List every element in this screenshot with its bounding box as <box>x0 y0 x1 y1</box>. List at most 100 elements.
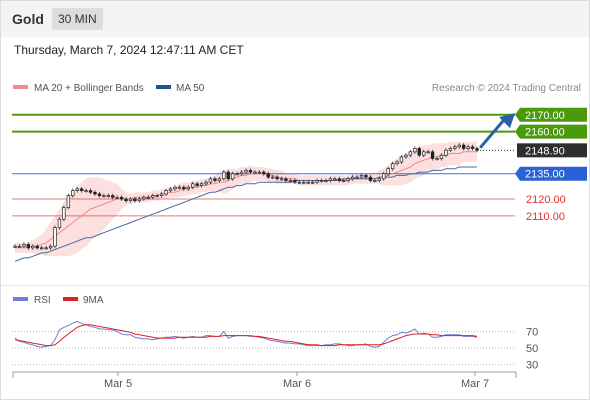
candle-body <box>448 148 453 151</box>
candle-body <box>439 154 444 159</box>
timestamp: Thursday, March 7, 2024 12:47:11 AM CET <box>14 43 244 57</box>
candle-body <box>373 180 377 182</box>
candle-body <box>293 180 297 183</box>
x-axis: Mar 5 Mar 6 Mar 7 <box>12 371 517 390</box>
candle-body <box>248 170 253 173</box>
candle-body <box>364 175 368 178</box>
candle-body <box>168 188 173 191</box>
candle-body <box>275 176 279 180</box>
candle-body <box>466 146 470 149</box>
candle-body <box>461 144 466 149</box>
header-bar: Gold 30 MIN <box>1 1 589 37</box>
candle-body <box>39 247 44 250</box>
candle-body <box>191 183 195 188</box>
candle-body <box>88 190 93 193</box>
candle-body <box>204 181 208 185</box>
candle-body <box>333 178 337 181</box>
candle-body <box>359 175 364 178</box>
candle-body <box>31 245 35 249</box>
candle-body <box>257 171 262 174</box>
candle-body <box>422 151 426 156</box>
candle-body <box>66 195 71 208</box>
candle-body <box>382 173 386 180</box>
ma50-line <box>14 166 477 262</box>
legend-swatch-9ma <box>63 297 78 301</box>
candle-body <box>48 245 53 249</box>
level-tag-2170-00 <box>515 107 587 122</box>
candle-body <box>102 195 106 197</box>
candle-body <box>350 176 355 180</box>
candle-body <box>226 171 230 180</box>
x-tick-label-1: Mar 6 <box>283 378 311 390</box>
timeframe-badge[interactable]: 30 MIN <box>52 8 103 30</box>
candle-body <box>111 195 115 198</box>
candle-body <box>444 149 448 156</box>
candle-body <box>137 198 142 202</box>
candle-body <box>404 154 408 158</box>
candle-body <box>239 171 244 175</box>
candle-body <box>142 196 146 200</box>
candle-body <box>164 190 168 195</box>
candle-body <box>75 188 79 191</box>
candle-body <box>288 180 293 182</box>
level-label-2160-00: 2160.00 <box>525 127 565 139</box>
price-chart: MA 20 + Bollinger Bands MA 50 Research ©… <box>12 83 587 262</box>
rsi-tick-50: 50 <box>526 343 538 355</box>
candle-body <box>195 183 199 186</box>
candle-body <box>328 178 333 181</box>
moving-average-layer <box>14 151 477 262</box>
candle-body <box>97 193 102 196</box>
legend-label-ma20: MA 20 + Bollinger Bands <box>34 83 144 94</box>
candle-body <box>133 198 137 202</box>
candle-body <box>124 198 128 202</box>
candle-body <box>244 170 248 173</box>
candle-body <box>146 196 150 199</box>
candle-body <box>368 176 373 181</box>
candle-body <box>284 178 288 181</box>
candle-body <box>324 180 328 182</box>
candle-body <box>475 148 479 151</box>
candle-body <box>17 245 22 248</box>
target-arrow-layer <box>479 113 515 149</box>
candle-body <box>79 188 84 191</box>
candle-body <box>26 244 31 249</box>
candle-body <box>93 191 97 195</box>
candle-body <box>426 151 430 154</box>
rsi-grid-layer: 70 50 30 <box>12 326 538 372</box>
candle-body <box>297 181 302 184</box>
legend-swatch-ma50 <box>156 85 171 89</box>
candle-body <box>186 186 190 190</box>
candle-body <box>230 173 235 180</box>
candle-body <box>279 178 284 181</box>
price-tags-layer: 2170.00 2160.00 2135.00 2120.00 2110.00 2148.… <box>515 107 587 223</box>
candle-body <box>270 176 275 179</box>
target-arrow-head <box>499 113 515 129</box>
x-tick-label-2: Mar 7 <box>461 378 489 390</box>
candle-body <box>217 178 222 181</box>
candle-body <box>302 181 306 184</box>
candle-body <box>177 186 182 189</box>
candles-layer <box>13 143 479 250</box>
9ma-line <box>14 324 478 347</box>
symbol-title: Gold <box>12 11 44 27</box>
candle-body <box>395 161 399 164</box>
candle-body <box>84 190 88 192</box>
candle-body <box>128 198 133 202</box>
candle-body <box>453 146 457 149</box>
legend-label-ma50: MA 50 <box>176 83 205 94</box>
candle-body <box>386 168 390 175</box>
candle-body <box>342 180 346 182</box>
candle-body <box>355 176 359 179</box>
candle-body <box>457 144 461 148</box>
candle-body <box>199 183 204 186</box>
candle-body <box>310 181 315 184</box>
candle-body <box>399 156 404 163</box>
panel-divider <box>1 285 589 286</box>
legend-swatch-ma20 <box>13 85 28 89</box>
candle-body <box>13 245 17 248</box>
candle-body <box>22 244 26 247</box>
candle-body <box>151 195 155 198</box>
candle-body <box>213 178 217 181</box>
legend-swatch-rsi <box>13 297 28 301</box>
